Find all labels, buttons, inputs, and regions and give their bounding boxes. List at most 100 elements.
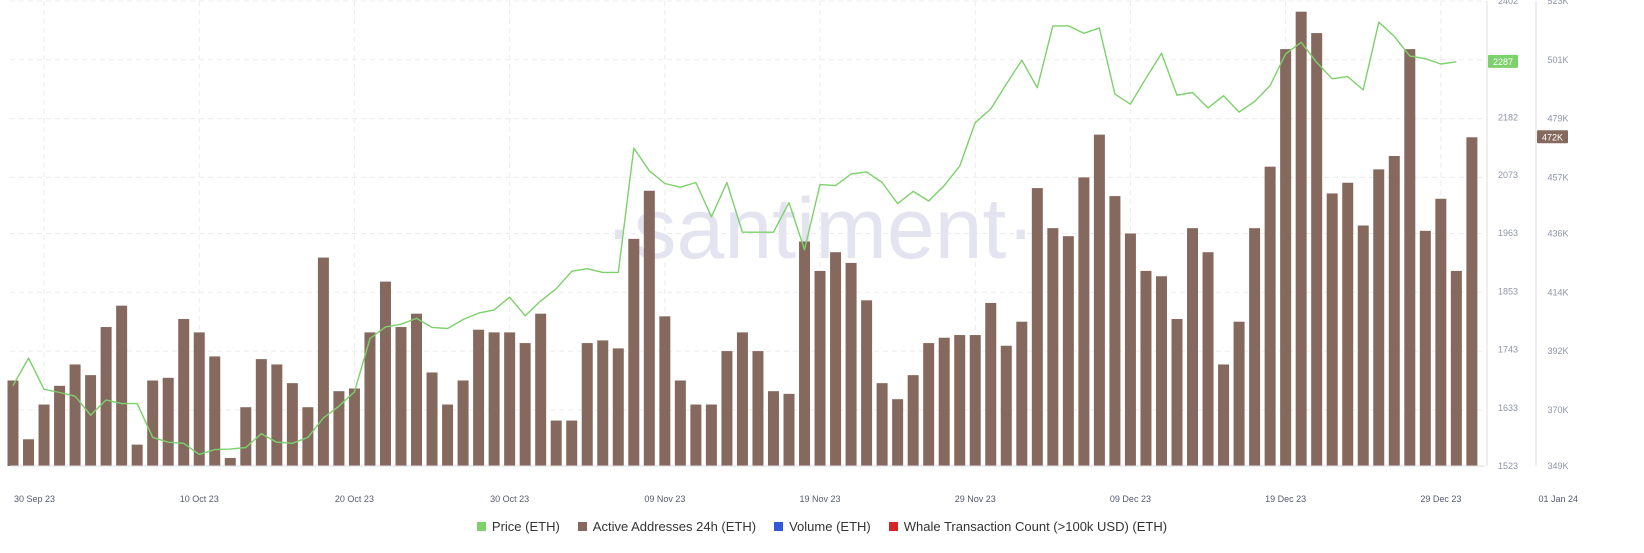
bar-active-addresses — [147, 380, 159, 466]
x-tick-label: 30 Oct 23 — [490, 494, 529, 504]
x-tick-label: 29 Dec 23 — [1420, 494, 1461, 504]
addresses-tick-label: 414K — [1547, 287, 1568, 297]
x-tick-label: 20 Oct 23 — [335, 494, 374, 504]
bar-active-addresses — [271, 364, 283, 466]
legend-swatch-whale-tx — [888, 522, 898, 531]
bar-active-addresses — [783, 393, 795, 466]
bar-active-addresses — [1140, 270, 1152, 466]
bar-active-addresses — [193, 332, 205, 466]
x-tick-label: 09 Nov 23 — [644, 494, 685, 504]
bar-active-addresses — [923, 343, 935, 466]
bar-active-addresses — [1373, 169, 1385, 467]
bar-active-addresses — [767, 391, 779, 466]
bar-active-addresses — [178, 319, 190, 466]
line-layer — [12, 21, 1457, 456]
bar-active-addresses — [1000, 345, 1012, 466]
bar-active-addresses — [85, 375, 97, 466]
line-price — [12, 21, 1457, 456]
bar-active-addresses — [1388, 156, 1400, 466]
addresses-tick-label: 349K — [1547, 461, 1568, 471]
legend-swatch-active-addresses — [577, 522, 587, 531]
x-tick-label: 30 Sep 23 — [14, 494, 55, 504]
bar-active-addresses — [1124, 233, 1136, 466]
bar-active-addresses — [721, 351, 733, 466]
bar-active-addresses — [581, 343, 593, 466]
bar-active-addresses — [1202, 252, 1214, 466]
bar-active-addresses — [1357, 225, 1369, 466]
bar-active-addresses — [845, 262, 857, 466]
current-addresses-badge-label: 472K — [1542, 132, 1563, 142]
bar-active-addresses — [628, 238, 640, 466]
bar-active-addresses — [1466, 137, 1478, 467]
legend: Price (ETH) Active Addresses 24h (ETH) V… — [0, 519, 1644, 534]
bar-active-addresses — [1295, 11, 1307, 466]
bar-active-addresses — [162, 377, 174, 466]
bar-active-addresses — [566, 420, 578, 466]
bar-active-addresses — [1031, 188, 1043, 466]
bar-active-addresses — [985, 302, 997, 466]
bar-active-addresses — [131, 444, 143, 466]
bar-active-addresses — [23, 439, 35, 466]
bar-active-addresses — [597, 340, 609, 466]
bar-active-addresses — [1280, 49, 1292, 466]
bar-active-addresses — [1450, 270, 1462, 466]
bar-active-addresses — [54, 385, 66, 466]
bar-active-addresses — [1187, 228, 1199, 466]
bar-active-addresses — [488, 332, 500, 466]
bar-active-addresses — [1419, 230, 1431, 466]
bar-active-addresses — [348, 388, 360, 466]
bar-active-addresses — [1062, 236, 1074, 466]
x-tick-label: 10 Oct 23 — [180, 494, 219, 504]
bar-active-addresses — [7, 380, 19, 466]
bar-active-addresses — [1093, 134, 1105, 466]
bar-active-addresses — [938, 337, 950, 466]
addresses-tick-label: 479K — [1547, 114, 1568, 124]
bar-active-addresses — [799, 241, 811, 466]
bar-active-addresses — [830, 252, 842, 466]
legend-item-volume[interactable]: Volume (ETH) — [774, 519, 871, 534]
x-tick-label: 19 Nov 23 — [800, 494, 841, 504]
bar-active-addresses — [907, 375, 919, 466]
bar-active-addresses — [473, 329, 485, 466]
current-price-badge-label: 2287 — [1493, 57, 1513, 67]
bar-active-addresses — [317, 257, 329, 466]
bar-active-addresses — [550, 420, 562, 466]
bar-active-addresses — [426, 372, 438, 466]
axes-layer: 1523 1633 1743 1853 1963 2073 2182 2402 349K 370K… — [10, 0, 1578, 504]
bar-active-addresses — [752, 351, 764, 466]
bar-active-addresses — [612, 348, 624, 466]
bar-active-addresses — [736, 332, 748, 466]
legend-swatch-volume — [774, 522, 784, 531]
bar-active-addresses — [1342, 182, 1354, 467]
bar-active-addresses — [690, 404, 702, 466]
watermark: ·santiment· — [605, 181, 1035, 277]
addresses-tick-label: 501K — [1547, 55, 1568, 65]
bar-active-addresses — [519, 343, 531, 466]
legend-item-price[interactable]: Price (ETH) — [476, 519, 560, 534]
bar-active-addresses — [1155, 276, 1167, 466]
legend-label-volume: Volume (ETH) — [789, 519, 871, 534]
bar-active-addresses — [969, 335, 981, 466]
bar-active-addresses — [1326, 193, 1338, 466]
bar-active-addresses — [674, 380, 686, 466]
bar-active-addresses — [395, 327, 407, 466]
bar-active-addresses — [411, 313, 423, 466]
legend-swatch-price — [476, 522, 486, 531]
bar-active-addresses — [116, 305, 128, 466]
price-tick-label: 1853 — [1498, 286, 1518, 296]
addresses-tick-label: 523K — [1547, 0, 1568, 6]
addresses-tick-label: 392K — [1547, 346, 1568, 356]
addresses-tick-label: 457K — [1547, 172, 1568, 182]
bar-active-addresses — [1171, 319, 1183, 466]
x-tick-label: 09 Dec 23 — [1110, 494, 1151, 504]
legend-item-whale-tx[interactable]: Whale Transaction Count (>100k USD) (ETH… — [888, 519, 1168, 534]
bar-active-addresses — [1233, 321, 1245, 466]
bar-active-addresses — [224, 457, 236, 466]
legend-label-whale-tx: Whale Transaction Count (>100k USD) (ETH… — [903, 519, 1168, 534]
bar-active-addresses — [286, 383, 298, 466]
bar-active-addresses — [255, 359, 267, 466]
price-tick-label: 1523 — [1498, 461, 1518, 471]
current-price-badge — [1488, 54, 1518, 68]
legend-item-active-addresses[interactable]: Active Addresses 24h (ETH) — [577, 519, 756, 534]
